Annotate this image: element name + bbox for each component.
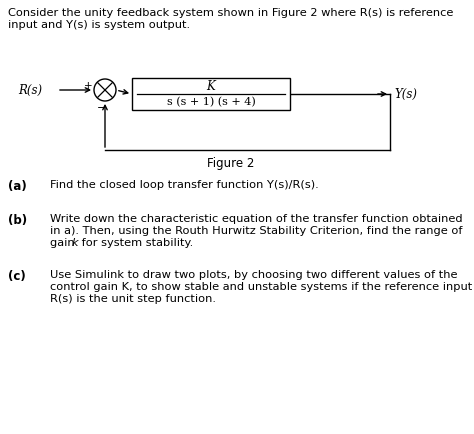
- Text: Use Simulink to draw two plots, by choosing two different values of the: Use Simulink to draw two plots, by choos…: [50, 270, 457, 280]
- Text: for system stability.: for system stability.: [78, 238, 193, 248]
- Text: Write down the characteristic equation of the transfer function obtained: Write down the characteristic equation o…: [50, 214, 463, 224]
- Text: in a). Then, using the Routh Hurwitz Stability Criterion, find the range of: in a). Then, using the Routh Hurwitz Sta…: [50, 226, 463, 236]
- Text: K: K: [207, 80, 215, 93]
- Text: −: −: [97, 103, 107, 113]
- Text: R(s) is the unit step function.: R(s) is the unit step function.: [50, 294, 216, 304]
- Text: Figure 2: Figure 2: [207, 158, 255, 171]
- Text: +: +: [84, 81, 93, 91]
- Text: R(s): R(s): [18, 83, 42, 96]
- Text: input and Y(s) is system output.: input and Y(s) is system output.: [8, 20, 190, 30]
- Text: (c): (c): [8, 270, 26, 283]
- Text: Consider the unity feedback system shown in Figure 2 where R(s) is reference: Consider the unity feedback system shown…: [8, 8, 453, 18]
- Bar: [132, 78, 290, 110]
- Text: s (s + 1) (s + 4): s (s + 1) (s + 4): [167, 97, 255, 107]
- Text: gain: gain: [50, 238, 78, 248]
- Text: (a): (a): [8, 180, 27, 193]
- Text: (b): (b): [8, 214, 27, 227]
- Text: Find the closed loop transfer function Y(s)/R(s).: Find the closed loop transfer function Y…: [50, 180, 319, 190]
- Text: k: k: [72, 238, 79, 248]
- Text: control gain K, to show stable and unstable systems if the reference input: control gain K, to show stable and unsta…: [50, 282, 472, 292]
- Text: Y(s): Y(s): [394, 88, 417, 101]
